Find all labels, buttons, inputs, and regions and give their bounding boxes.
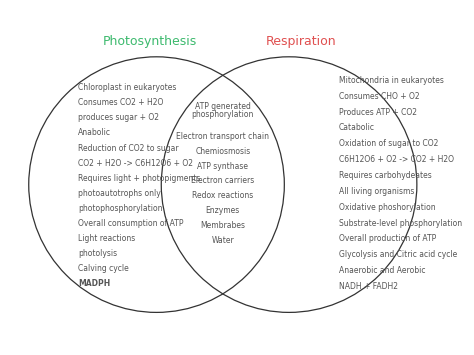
Text: Substrate-level phosphorylation: Substrate-level phosphorylation bbox=[339, 219, 462, 228]
Text: Mitochondria in eukaryotes: Mitochondria in eukaryotes bbox=[339, 76, 444, 85]
Text: CO2 + H2O -> C6H12O6 + O2: CO2 + H2O -> C6H12O6 + O2 bbox=[78, 159, 193, 168]
Text: Overall production of ATP: Overall production of ATP bbox=[339, 234, 436, 243]
Text: All living organisms: All living organisms bbox=[339, 187, 414, 196]
Text: Light reactions: Light reactions bbox=[78, 234, 136, 243]
Text: Electron carriers: Electron carriers bbox=[191, 176, 255, 185]
Text: Water: Water bbox=[211, 236, 234, 245]
Text: C6H12O6 + O2 -> CO2 + H2O: C6H12O6 + O2 -> CO2 + H2O bbox=[339, 155, 454, 164]
Text: Overall consumption of ATP: Overall consumption of ATP bbox=[78, 219, 184, 228]
Text: Chemiosmosis: Chemiosmosis bbox=[195, 147, 250, 155]
Text: ATP generated: ATP generated bbox=[195, 102, 251, 111]
Text: Glycolysis and Citric acid cycle: Glycolysis and Citric acid cycle bbox=[339, 250, 457, 259]
Text: Requires carbohydeates: Requires carbohydeates bbox=[339, 171, 431, 180]
Text: Calving cycle: Calving cycle bbox=[78, 264, 129, 273]
Text: ATP synthase: ATP synthase bbox=[197, 162, 248, 170]
Text: Redox reactions: Redox reactions bbox=[192, 191, 254, 200]
Text: Oxidative phoshorylation: Oxidative phoshorylation bbox=[339, 203, 436, 212]
Text: photophosphorylation: photophosphorylation bbox=[78, 204, 163, 213]
Text: Requires light + photopigments: Requires light + photopigments bbox=[78, 174, 201, 183]
Text: produces sugar + O2: produces sugar + O2 bbox=[78, 113, 159, 122]
Text: MADPH: MADPH bbox=[78, 279, 111, 289]
Text: Photosynthesis: Photosynthesis bbox=[102, 35, 197, 48]
Text: photoautotrophs only: photoautotrophs only bbox=[78, 189, 161, 198]
Text: Chloroplast in eukaryotes: Chloroplast in eukaryotes bbox=[78, 83, 177, 92]
Text: Reduction of CO2 to sugar: Reduction of CO2 to sugar bbox=[78, 143, 179, 153]
Text: Produces ATP + CO2: Produces ATP + CO2 bbox=[339, 108, 417, 117]
Text: Anabolic: Anabolic bbox=[78, 129, 111, 137]
Text: Oxidation of sugar to CO2: Oxidation of sugar to CO2 bbox=[339, 139, 438, 148]
Text: NADH + FADH2: NADH + FADH2 bbox=[339, 282, 398, 291]
Text: Consumes CO2 + H2O: Consumes CO2 + H2O bbox=[78, 98, 164, 107]
Text: phosphorylation: phosphorylation bbox=[191, 110, 254, 119]
Text: Consumes CHO + O2: Consumes CHO + O2 bbox=[339, 92, 419, 101]
Text: Respiration: Respiration bbox=[265, 35, 336, 48]
Text: Enzymes: Enzymes bbox=[206, 206, 240, 215]
Text: Electron transport chain: Electron transport chain bbox=[176, 132, 269, 141]
Text: Anaerobic and Aerobic: Anaerobic and Aerobic bbox=[339, 266, 425, 275]
Text: photolysis: photolysis bbox=[78, 249, 118, 258]
Text: Membrabes: Membrabes bbox=[201, 221, 246, 230]
Text: Catabolic: Catabolic bbox=[339, 124, 375, 132]
